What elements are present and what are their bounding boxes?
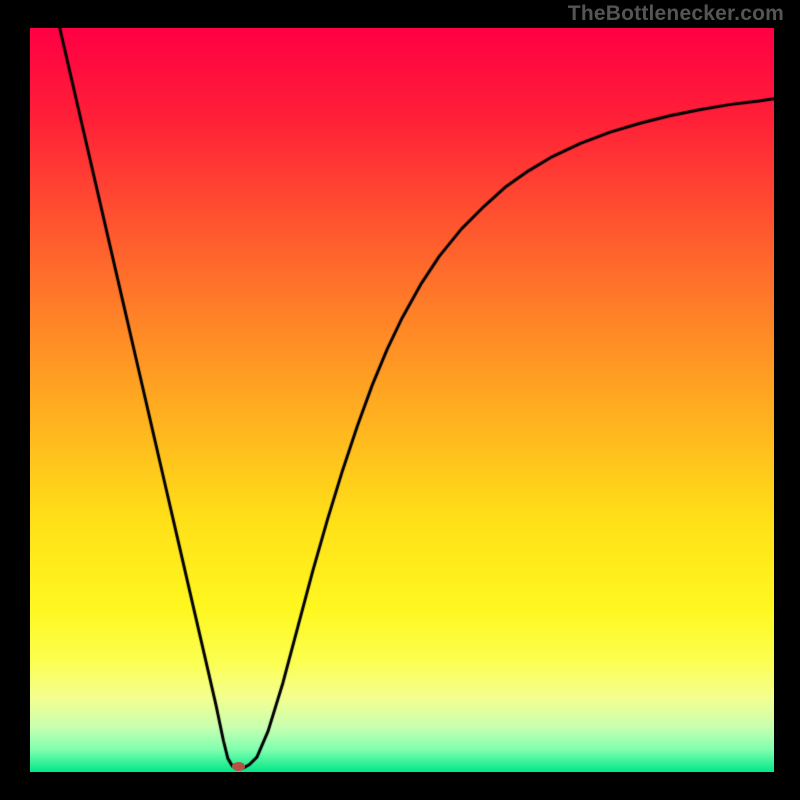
optimal-point-marker xyxy=(232,762,245,771)
bottleneck-curve xyxy=(30,28,774,772)
plot-area xyxy=(30,28,774,772)
watermark-text: TheBottlenecker.com xyxy=(568,2,784,26)
chart-container: { "watermark": { "text": "TheBottlenecke… xyxy=(0,0,800,800)
